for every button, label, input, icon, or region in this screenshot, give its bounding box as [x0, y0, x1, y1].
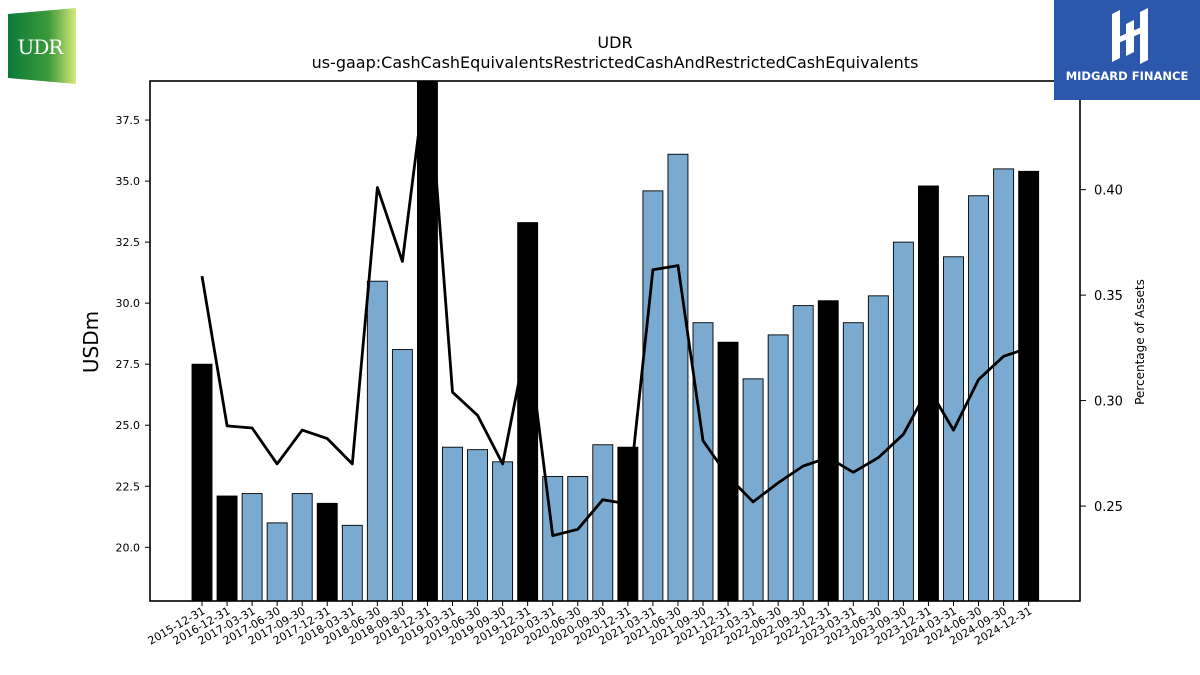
plot-frame	[149, 80, 1081, 602]
y-tick-label: 32.5	[116, 236, 141, 249]
bar	[792, 305, 814, 601]
company-logo: UDR	[8, 8, 76, 84]
bar	[492, 461, 514, 601]
y2-axis-label: Percentage of Assets	[1133, 279, 1147, 405]
bar	[241, 493, 263, 601]
bar-series	[191, 81, 1040, 601]
y-tick-label: 30.0	[116, 297, 141, 310]
bar	[592, 444, 614, 601]
y-tick-label: 25.0	[116, 419, 141, 432]
bar	[266, 522, 288, 601]
chart-title: UDR	[597, 33, 632, 52]
plot-marks: 20.0 22.5 25.0 27.5 30.0 32.5 35.0 37.5 0.25 0.30…	[116, 81, 1123, 648]
chart-subtitle: us-gaap:CashCashEquivalentsRestrictedCas…	[312, 53, 919, 72]
bar	[216, 495, 238, 601]
y2-tick-label: 0.30	[1094, 395, 1123, 410]
bar	[542, 476, 564, 601]
bar	[366, 280, 388, 601]
bar	[918, 185, 939, 601]
bar	[717, 341, 739, 601]
bar	[191, 363, 213, 601]
brand-logo-text: MIDGARD FINANCE	[1065, 69, 1189, 83]
y-axis-label: USDm	[79, 311, 103, 373]
brand-logo-mark	[1054, 0, 1200, 100]
bar	[617, 446, 639, 601]
bar	[817, 300, 839, 601]
bar	[391, 349, 413, 601]
y-tick-label: 20.0	[116, 541, 141, 554]
y-tick-label: 35.0	[116, 175, 141, 188]
bar	[642, 190, 664, 601]
bar	[867, 295, 889, 601]
company-logo-mark	[8, 8, 76, 84]
y2-tick-label: 0.25	[1094, 500, 1123, 515]
bar	[767, 334, 789, 601]
bar	[417, 81, 438, 601]
brand-logo: MIDGARD FINANCE	[1054, 0, 1200, 100]
bar	[517, 222, 539, 601]
bar	[341, 524, 363, 601]
line-series	[200, 81, 1030, 537]
bar	[742, 378, 764, 601]
bar	[1018, 170, 1040, 601]
bar	[968, 195, 989, 601]
bar	[567, 476, 589, 601]
y-tick-label: 27.5	[116, 358, 141, 371]
bar	[316, 502, 338, 601]
bar	[667, 153, 689, 601]
bar	[993, 168, 1015, 601]
bar	[442, 446, 463, 601]
bar	[291, 493, 313, 601]
y-tick-label: 37.5	[116, 114, 141, 127]
company-logo-text: UDR	[17, 35, 64, 59]
bar	[692, 322, 714, 601]
bar	[467, 449, 488, 601]
bar	[842, 322, 864, 601]
ratio-line	[200, 81, 1030, 537]
y2-tick-label: 0.40	[1094, 184, 1123, 199]
y2-tick-label: 0.35	[1094, 289, 1123, 304]
y-tick-label: 22.5	[116, 480, 141, 493]
